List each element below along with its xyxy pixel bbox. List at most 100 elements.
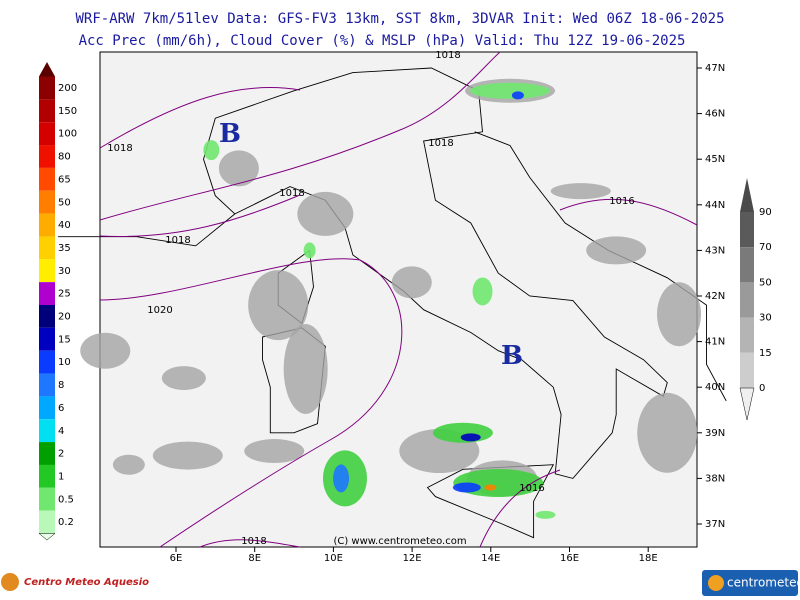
precip-area: [535, 510, 556, 519]
lat-label: 42N: [705, 291, 725, 302]
france-coast: [58, 213, 236, 247]
isobar: [559, 198, 698, 226]
precip-swatch: [39, 213, 55, 237]
cloud: [112, 454, 145, 475]
cloud-arrow-top: [740, 178, 754, 212]
precip-arrow-top: [39, 62, 55, 77]
cloud-arrow-bottom: [739, 387, 755, 421]
logo-right: centrometeo: [727, 576, 800, 590]
lat-label: 47N: [705, 63, 725, 74]
lon-label: 14E: [481, 553, 500, 564]
lat-label: 37N: [705, 519, 725, 530]
copyright: (C) www.centrometeo.com: [333, 536, 466, 547]
precip-label: 50: [58, 197, 71, 208]
cloud-swatch: [740, 282, 754, 318]
lat-label: 44N: [705, 200, 725, 211]
isobar-label: 1020: [147, 305, 172, 316]
cloud: [152, 441, 223, 470]
precip-label: 15: [58, 334, 71, 345]
isobar-label: 1018: [279, 188, 304, 199]
cloud: [586, 236, 647, 265]
lon-label: 12E: [403, 553, 422, 564]
cloud: [161, 366, 206, 391]
cloud: [80, 332, 131, 369]
isobars: [99, 51, 698, 548]
precip-swatch: [39, 236, 55, 260]
logo-left: Centro Meteo Aquesio: [24, 577, 149, 588]
precip-label: 10: [58, 357, 71, 368]
precip-area: [203, 140, 220, 161]
precip-label: 6: [58, 403, 64, 414]
precip-swatch: [39, 99, 55, 123]
cloud: [297, 191, 354, 236]
isobar-label: 1016: [519, 483, 544, 494]
precip-swatch: [39, 464, 55, 488]
precip-area: [470, 82, 551, 99]
precip-swatch: [39, 396, 55, 420]
isobar-label: 1018: [241, 536, 266, 547]
cloud: [218, 150, 259, 187]
precip-swatch: [39, 510, 55, 534]
logo-right-icon: [708, 575, 724, 591]
isobar: [199, 539, 301, 548]
precip-area: [511, 91, 524, 100]
precip-area: [484, 484, 497, 491]
precip-label: 30: [58, 266, 71, 277]
isobar-label: 1018: [165, 235, 190, 246]
isobar: [479, 469, 561, 548]
lat-label: 41N: [705, 337, 725, 348]
precip-swatch: [39, 350, 55, 374]
precip-swatch: [39, 190, 55, 214]
cloud-swatch: [740, 247, 754, 283]
precip-arrow-bottom: [38, 533, 56, 541]
lat-label: 40N: [705, 382, 725, 393]
precip-swatch: [39, 145, 55, 168]
precip-area: [333, 464, 350, 493]
precip-label: 2: [58, 449, 64, 460]
isobar: [99, 258, 403, 548]
cloud: [391, 266, 432, 299]
logo-right-box: [702, 570, 798, 596]
clouds: [80, 78, 702, 497]
lon-label: 18E: [639, 553, 658, 564]
header-line-1: WRF-ARW 7km/51lev Data: GFS-FV3 13km, SS…: [75, 11, 724, 27]
precip-label: 1: [58, 471, 64, 482]
lat-label: 46N: [705, 109, 725, 120]
precip-label: 200: [58, 83, 77, 94]
cloud: [550, 183, 611, 200]
isobar-label: 1018: [428, 138, 453, 149]
lat-label: 43N: [705, 245, 725, 256]
precip-swatch: [39, 442, 55, 465]
precip-area: [303, 242, 316, 259]
precip-label: 65: [58, 174, 71, 185]
isobar-label: 1018: [107, 143, 132, 154]
isobar: [99, 87, 301, 149]
precip-label: 0.2: [58, 517, 74, 528]
logo-icon: [1, 573, 19, 591]
cloud: [657, 282, 702, 347]
isobar: [99, 51, 501, 221]
cloud-label: 90: [759, 207, 772, 218]
lat-label: 38N: [705, 473, 725, 484]
precip-swatch: [39, 487, 55, 511]
isobar-label: 1018: [435, 50, 460, 61]
cloud-swatch: [740, 212, 754, 248]
precip-label: 20: [58, 312, 71, 323]
precip-label: 150: [58, 106, 77, 117]
low-marker: B: [501, 341, 523, 371]
precip-label: 8: [58, 380, 64, 391]
map-frame: [99, 51, 698, 548]
precip-swatch: [39, 282, 55, 305]
isobar-label: 1016: [609, 196, 634, 207]
cloud-label: 30: [759, 313, 772, 324]
precip-label: 100: [58, 129, 77, 140]
precip-area: [452, 482, 481, 493]
precip-swatch: [39, 373, 55, 397]
lon-label: 10E: [324, 553, 343, 564]
precip-area: [460, 433, 481, 442]
lon-label: 6E: [170, 553, 183, 564]
precip-area: [472, 277, 493, 306]
precip-label: 35: [58, 243, 71, 254]
